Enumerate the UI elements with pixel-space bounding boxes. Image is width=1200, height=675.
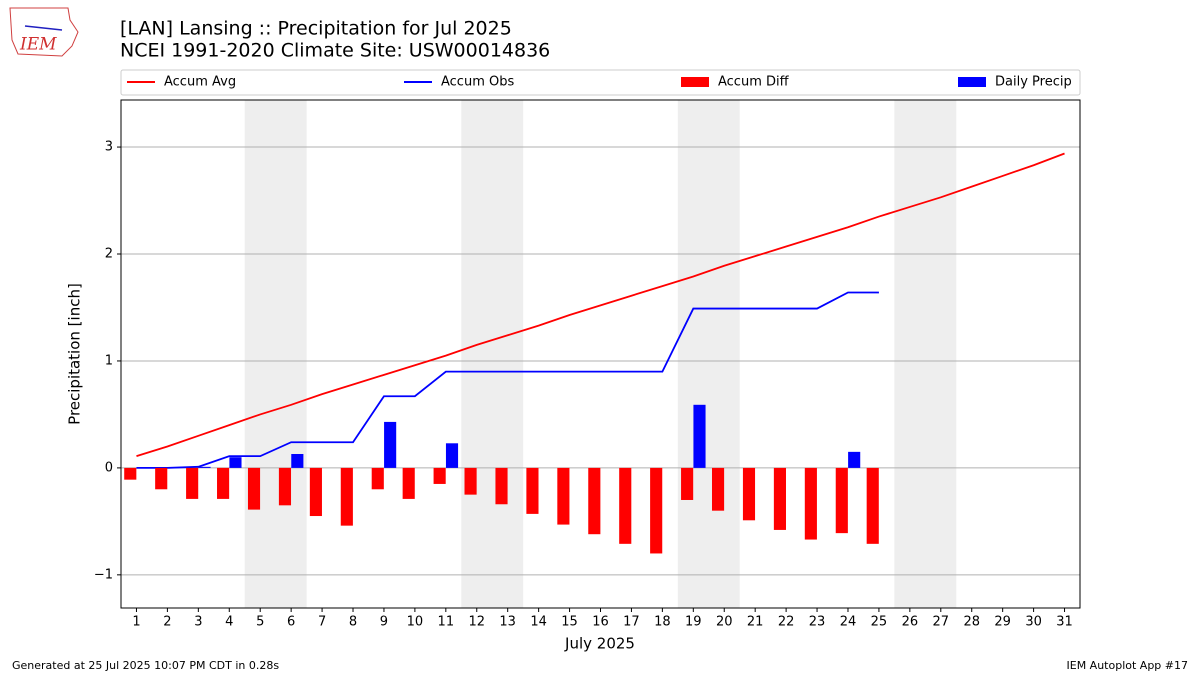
x-tick-label: 16: [592, 615, 609, 630]
x-tick-label: 28: [963, 615, 980, 630]
bar: [309, 467, 322, 517]
x-tick-label: 30: [1025, 615, 1042, 630]
plot-frame: [120, 99, 1081, 609]
bar: [464, 467, 477, 495]
y-tick-label: −1: [94, 567, 113, 582]
bar: [186, 467, 199, 499]
x-tick-label: 7: [318, 615, 326, 630]
weekend-shade: [244, 100, 307, 608]
bar: [340, 467, 353, 526]
bar: [693, 404, 706, 468]
legend-label: Accum Avg: [164, 75, 236, 90]
x-tick-label: 14: [530, 615, 547, 630]
x-tick-label: 4: [225, 615, 233, 630]
weekend-shade: [677, 100, 740, 608]
x-tick-label: 13: [499, 615, 516, 630]
bar: [742, 467, 756, 521]
bar: [495, 467, 508, 505]
footer-right: IEM Autoplot App #17: [1067, 659, 1189, 672]
bar: [445, 443, 459, 468]
footer-left: Generated at 25 Jul 2025 10:07 PM CDT in…: [12, 659, 279, 672]
line-series: [136, 291, 879, 469]
y-tick-label: 0: [105, 460, 113, 475]
bar: [588, 467, 601, 535]
bar: [198, 466, 211, 468]
bar: [866, 467, 879, 544]
line-series: [136, 152, 1065, 457]
x-tick-label: 18: [654, 615, 671, 630]
x-tick-label: 31: [1056, 615, 1073, 630]
bar: [804, 467, 817, 540]
bar: [155, 467, 168, 490]
bar: [773, 467, 786, 530]
bar: [278, 467, 292, 506]
x-tick-label: 5: [256, 615, 264, 630]
x-tick-label: 19: [685, 615, 702, 630]
bar: [402, 467, 415, 499]
x-tick-label: 23: [809, 615, 826, 630]
x-tick-label: 26: [902, 615, 919, 630]
x-tick-label: 10: [407, 615, 424, 630]
bar: [848, 451, 861, 468]
legend-label: Accum Obs: [441, 75, 514, 90]
y-tick-label: 2: [105, 247, 113, 262]
bar: [229, 457, 242, 468]
x-tick-label: 22: [778, 615, 795, 630]
x-tick-label: 9: [380, 615, 388, 630]
x-tick-label: 24: [840, 615, 857, 630]
legend-label: Accum Diff: [718, 75, 790, 90]
x-tick-label: 29: [994, 615, 1011, 630]
y-axis-label: Precipitation [inch]: [66, 283, 84, 425]
logo-text: IEM: [19, 35, 57, 55]
bar: [619, 467, 632, 544]
x-tick-label: 15: [561, 615, 578, 630]
bar: [557, 467, 570, 525]
bar: [217, 467, 230, 499]
weekend-shade: [461, 100, 524, 608]
x-tick-label: 17: [623, 615, 640, 630]
y-tick-label: 3: [105, 140, 113, 155]
bar: [711, 467, 725, 511]
x-tick-label: 1: [132, 615, 140, 630]
x-tick-label: 8: [349, 615, 357, 630]
bar: [371, 467, 384, 490]
x-tick-label: 11: [438, 615, 455, 630]
x-axis-label: July 2025: [564, 635, 635, 653]
y-tick-label: 1: [105, 353, 113, 368]
logo: IEM: [9, 7, 79, 57]
bar: [681, 467, 694, 500]
legend-box: [120, 69, 1081, 96]
bar: [291, 453, 304, 468]
x-tick-label: 21: [747, 615, 764, 630]
logo-outline: [9, 7, 79, 57]
bar: [384, 421, 397, 468]
x-tick-label: 20: [716, 615, 733, 630]
legend-label: Daily Precip: [995, 75, 1072, 90]
x-tick-label: 25: [871, 615, 888, 630]
chart-subtitle: NCEI 1991-2020 Climate Site: USW00014836: [120, 40, 550, 62]
bar: [124, 467, 137, 480]
legend-swatch: [958, 77, 986, 87]
bar: [835, 467, 848, 534]
bar: [650, 467, 663, 554]
x-tick-label: 12: [468, 615, 485, 630]
x-tick-label: 3: [194, 615, 202, 630]
logo-line: [24, 25, 63, 31]
x-tick-label: 6: [287, 615, 295, 630]
x-tick-label: 2: [163, 615, 171, 630]
bar: [433, 467, 446, 484]
bar: [526, 467, 539, 514]
bar: [247, 467, 261, 510]
legend-swatch: [681, 77, 709, 87]
chart-title: [LAN] Lansing :: Precipitation for Jul 2…: [120, 18, 512, 40]
x-tick-label: 27: [933, 615, 950, 630]
weekend-shade: [894, 100, 957, 608]
